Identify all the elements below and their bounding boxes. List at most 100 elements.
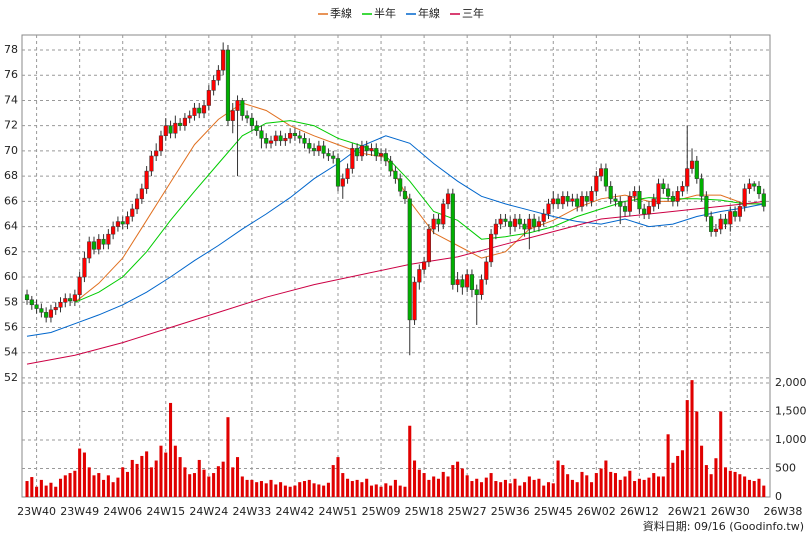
volume-bar xyxy=(427,479,431,497)
volume-bar xyxy=(489,473,493,497)
volume-bar xyxy=(274,484,278,497)
candle-body xyxy=(589,191,594,202)
volume-bar xyxy=(341,473,345,497)
volume-bar xyxy=(106,475,110,497)
candle-body xyxy=(489,233,494,263)
candle-body xyxy=(197,107,202,114)
y-tick-label: 66 xyxy=(4,194,18,207)
candle-body xyxy=(130,208,135,217)
candle-body xyxy=(484,261,489,280)
legend-label: 季線 xyxy=(330,6,352,20)
volume-tick-label: 0 xyxy=(775,490,782,503)
candle-body xyxy=(733,211,738,217)
volume-bar xyxy=(551,483,555,497)
candle-body xyxy=(264,138,269,144)
x-tick-label: 26W12 xyxy=(620,505,659,518)
volume-bar xyxy=(183,467,187,497)
volume-bar xyxy=(121,467,125,497)
candle-body xyxy=(713,228,719,232)
y-tick-label: 72 xyxy=(4,119,18,132)
candle-body xyxy=(283,138,288,142)
volume-bar xyxy=(733,471,737,497)
volume-bar xyxy=(456,461,460,497)
candle-body xyxy=(307,143,312,149)
y-tick-label: 62 xyxy=(4,245,18,258)
volume-bar xyxy=(714,458,718,497)
volume-bar xyxy=(671,462,675,497)
candle-body xyxy=(675,191,680,202)
volume-bar xyxy=(369,485,374,497)
volume-tick-label: 1,000 xyxy=(775,433,807,446)
volume-bar xyxy=(235,457,240,497)
candle-body xyxy=(144,170,149,189)
volume-bar xyxy=(532,479,536,497)
volume-bar xyxy=(695,411,699,497)
candle-body xyxy=(685,168,690,187)
volume-bar xyxy=(556,460,560,497)
x-tick-label: 24W33 xyxy=(232,505,271,518)
volume-bar xyxy=(212,473,216,497)
volume-bar xyxy=(226,417,230,497)
candle-body xyxy=(96,238,101,250)
candle-body xyxy=(747,183,752,189)
candle-body xyxy=(632,191,637,197)
volume-bar xyxy=(125,471,130,497)
candle-body xyxy=(206,90,211,106)
volume-bar xyxy=(752,481,756,497)
candle-body xyxy=(560,196,565,205)
candle-body xyxy=(728,211,733,225)
y-tick-label: 74 xyxy=(4,93,18,106)
candle-body xyxy=(718,218,723,230)
candle-body xyxy=(455,279,460,285)
candle-body xyxy=(579,196,585,207)
candle-body xyxy=(694,160,699,179)
candle-body xyxy=(173,122,178,134)
candle-body xyxy=(278,135,283,142)
candle-body xyxy=(670,196,675,202)
volume-bar xyxy=(594,473,598,497)
candle-body xyxy=(235,100,240,111)
volume-bar xyxy=(542,485,546,497)
candle-body xyxy=(168,125,173,134)
y-tick-label: 76 xyxy=(4,68,18,81)
candle-body xyxy=(187,115,192,119)
volume-bar xyxy=(647,477,651,497)
candle-body xyxy=(273,135,278,142)
x-tick-label: 25W45 xyxy=(534,505,573,518)
volume-bar xyxy=(465,475,469,497)
volume-bar xyxy=(479,482,484,497)
volume-bar xyxy=(537,478,541,497)
volume-bar xyxy=(307,479,311,497)
volume-bar xyxy=(68,473,72,497)
volume-bar xyxy=(245,479,249,497)
volume-bar xyxy=(561,465,565,497)
legend-label: 年線 xyxy=(418,6,440,20)
volume-bar xyxy=(527,476,531,497)
candle-body xyxy=(24,294,30,300)
candle-body xyxy=(402,191,408,200)
candle-body xyxy=(139,188,144,200)
candle-body xyxy=(704,196,709,217)
volume-bar xyxy=(422,473,426,497)
volume-bar xyxy=(202,469,206,497)
candle-body xyxy=(149,155,154,172)
volume-bar xyxy=(58,478,63,497)
candle-body xyxy=(465,274,470,288)
candle-body xyxy=(201,105,207,114)
candle-body xyxy=(182,117,187,126)
x-tick-label: 24W42 xyxy=(275,505,314,518)
candle-body xyxy=(91,241,97,250)
candle-body xyxy=(469,274,475,290)
volume-bar xyxy=(441,471,445,497)
volume-bar xyxy=(192,473,196,497)
volume-bar xyxy=(628,470,632,497)
volume-bar xyxy=(25,481,29,497)
x-tick-label: 23W40 xyxy=(17,505,56,518)
volume-bar xyxy=(336,457,340,497)
candle-body xyxy=(618,201,623,207)
volume-bar xyxy=(379,486,383,497)
candle-body xyxy=(522,223,527,230)
candle-body xyxy=(689,160,695,169)
candle-body xyxy=(369,148,374,152)
y-tick-label: 68 xyxy=(4,169,18,182)
